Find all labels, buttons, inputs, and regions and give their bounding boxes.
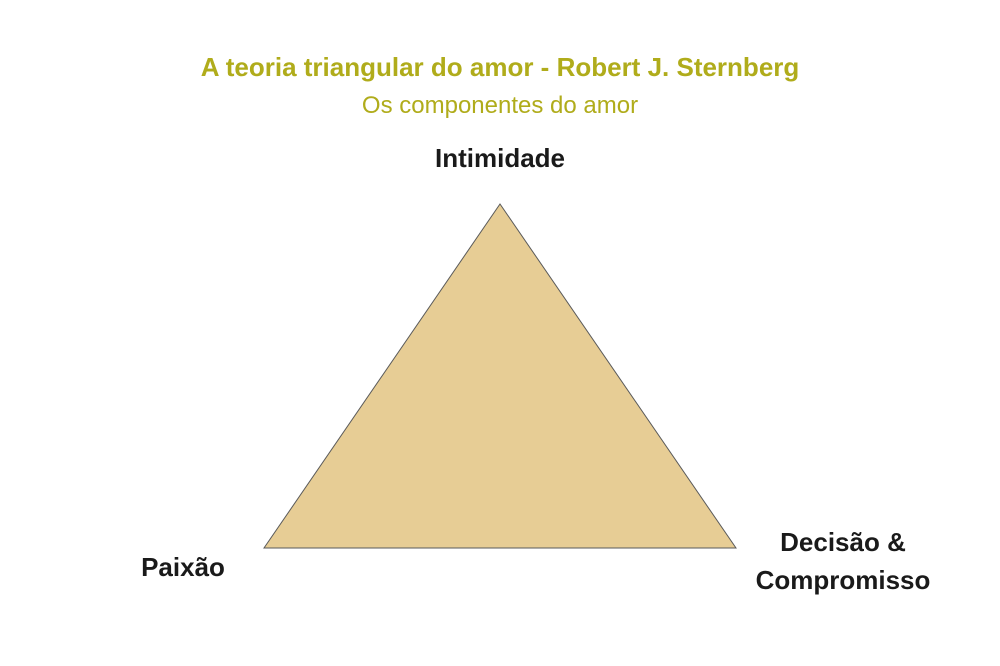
triangle-polygon: [264, 204, 736, 548]
vertex-right-label: Decisão & Compromisso: [693, 524, 993, 599]
vertex-top-label: Intimidade: [350, 143, 650, 174]
vertex-left-label: Paixão: [33, 552, 333, 583]
